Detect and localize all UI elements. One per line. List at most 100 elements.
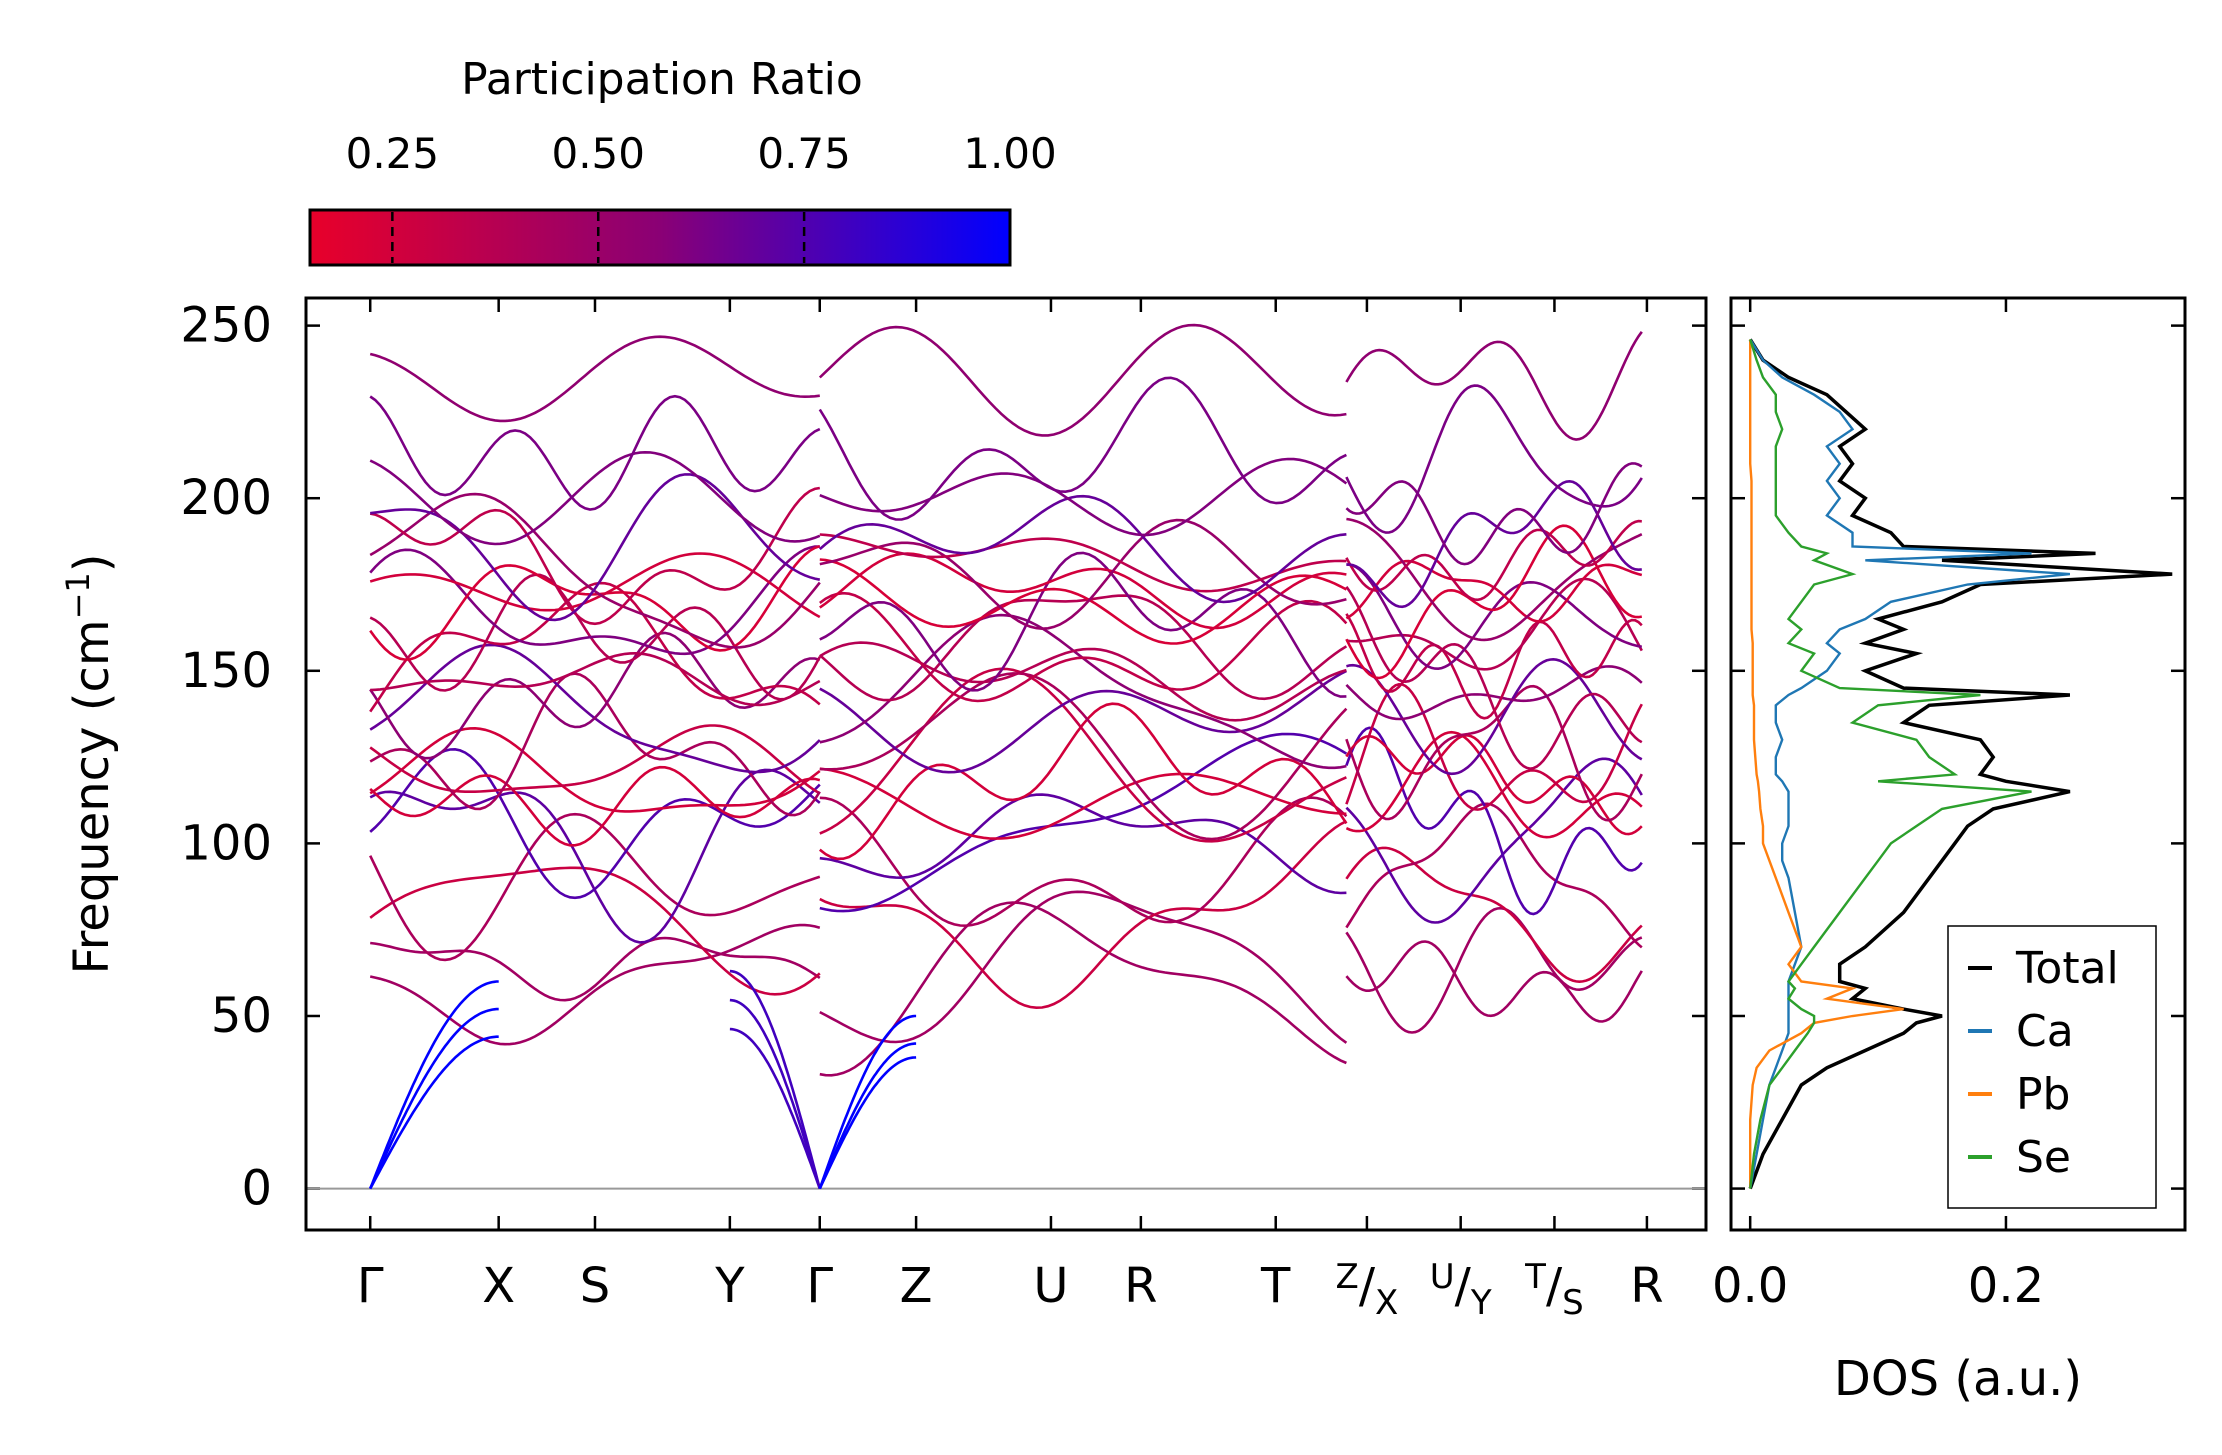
band-line — [819, 890, 1348, 1044]
band-line — [819, 533, 1347, 593]
band-line — [819, 667, 1347, 843]
band-line — [369, 866, 821, 996]
y-tick-label: 100 — [180, 815, 272, 871]
band-line — [1346, 657, 1643, 776]
colorbar-tick-label: 0.50 — [551, 129, 645, 178]
legend-label: Total — [2015, 943, 2119, 994]
band-line — [819, 901, 1347, 1077]
k-point-label: T/S — [1524, 1257, 1584, 1323]
y-tick-label: 250 — [180, 298, 272, 354]
y-axis-label: Frequency (cm−1) — [59, 553, 120, 974]
colorbar: Participation Ratio 0.25 0.50 0.75 1.00 — [308, 54, 1057, 267]
legend-label: Ca — [2016, 1006, 2074, 1057]
band-line — [1345, 802, 1643, 949]
dos-curve-ca — [1749, 338, 2071, 1189]
dos-plot-frame — [1729, 296, 2187, 1232]
k-point-label: R — [1124, 1258, 1157, 1314]
y-tick-label: 150 — [180, 643, 272, 699]
band-line — [819, 672, 1348, 841]
legend-label: Pb — [2016, 1069, 2070, 1120]
legend-box — [1947, 925, 2157, 1209]
band-line — [1346, 517, 1643, 642]
band-line — [1345, 730, 1643, 839]
band-line — [818, 494, 1347, 604]
band-structure-panel: Frequency (cm−1) 0 50 100 150 200 250 Γ X S Y Γ Z U… — [59, 296, 1708, 1323]
band-line — [1345, 519, 1642, 602]
band-line — [1345, 940, 1643, 1023]
phonon-bands — [368, 323, 1643, 1190]
band-line — [819, 552, 1347, 630]
band-line — [818, 323, 1347, 437]
dos-ticks: 0.0 0.2 — [1712, 298, 2185, 1314]
acoustic-band-line — [818, 1042, 917, 1190]
band-line — [819, 518, 1347, 631]
band-line — [1345, 524, 1642, 680]
k-point-label: Y — [714, 1258, 745, 1314]
band-line — [1345, 734, 1643, 836]
k-point-label: Z — [900, 1258, 933, 1314]
band-line — [369, 581, 821, 713]
band-line — [819, 457, 1348, 537]
band-line — [369, 631, 821, 760]
band-line — [819, 669, 1347, 774]
dos-curves — [1748, 338, 2173, 1190]
acoustic-band-line — [369, 1035, 499, 1190]
band-line — [1345, 846, 1643, 984]
band-line — [369, 335, 820, 423]
band-line — [819, 641, 1347, 722]
y-tick-label: 200 — [180, 470, 272, 526]
band-line — [369, 486, 821, 626]
k-point-label: Γ — [806, 1258, 833, 1314]
dos-panel: 0.0 0.2 DOS (a.u.) Total Ca Pb Se — [1712, 296, 2187, 1407]
band-line — [369, 394, 821, 511]
band-line — [819, 591, 1348, 703]
legend-label: Se — [2016, 1132, 2071, 1183]
band-plot-frame — [304, 296, 1708, 1232]
band-line — [369, 544, 821, 661]
k-point-label: X — [482, 1258, 515, 1314]
dos-curve-total — [1748, 338, 2173, 1190]
band-line — [1345, 384, 1643, 534]
k-point-label: T — [1260, 1258, 1291, 1314]
colorbar-tick-label: 1.00 — [963, 129, 1057, 178]
colorbar-ticks: 0.25 0.50 0.75 1.00 — [346, 129, 1057, 263]
dos-x-tick-label: 0.0 — [1712, 1258, 1788, 1314]
band-line — [369, 552, 821, 619]
k-point-label: U/Y — [1430, 1257, 1492, 1323]
band-line — [1345, 665, 1643, 721]
band-line — [819, 767, 1347, 840]
band-line — [1345, 757, 1643, 924]
band-line — [819, 796, 1348, 928]
band-line — [1345, 682, 1643, 811]
band-line — [370, 651, 821, 707]
band-line — [1346, 563, 1643, 671]
legend: Total Ca Pb Se — [1947, 925, 2157, 1209]
x-ticks: Γ X S Y Γ Z U R T Z/XU/YT/S R — [357, 298, 1664, 1323]
colorbar-tick-label: 0.75 — [757, 129, 851, 178]
band-line — [1345, 331, 1643, 441]
acoustic-band-line — [818, 1014, 917, 1190]
band-line — [369, 545, 820, 656]
band-line — [369, 726, 821, 813]
dos-x-tick-label: 0.2 — [1968, 1258, 2044, 1314]
k-point-label: R — [1630, 1258, 1663, 1314]
band-line — [1345, 906, 1643, 1034]
band-line — [818, 376, 1347, 521]
acoustic-band-line — [368, 980, 499, 1190]
band-line — [370, 936, 821, 1002]
y-ticks: 0 50 100 150 200 250 — [180, 298, 1706, 1217]
k-point-label: S — [580, 1258, 610, 1314]
band-line — [369, 450, 821, 546]
acoustic-band-line — [729, 969, 822, 1189]
dos-x-axis-label: DOS (a.u.) — [1834, 1351, 2082, 1407]
colorbar-tick-label: 0.25 — [346, 129, 440, 178]
k-point-label: U — [1033, 1258, 1068, 1314]
band-line — [369, 765, 821, 847]
band-line — [819, 820, 1347, 1010]
colorbar-title: Participation Ratio — [461, 54, 863, 105]
band-line — [819, 558, 1348, 645]
colorbar-gradient — [308, 208, 1012, 267]
band-line — [1345, 613, 1643, 720]
band-line — [369, 768, 821, 944]
